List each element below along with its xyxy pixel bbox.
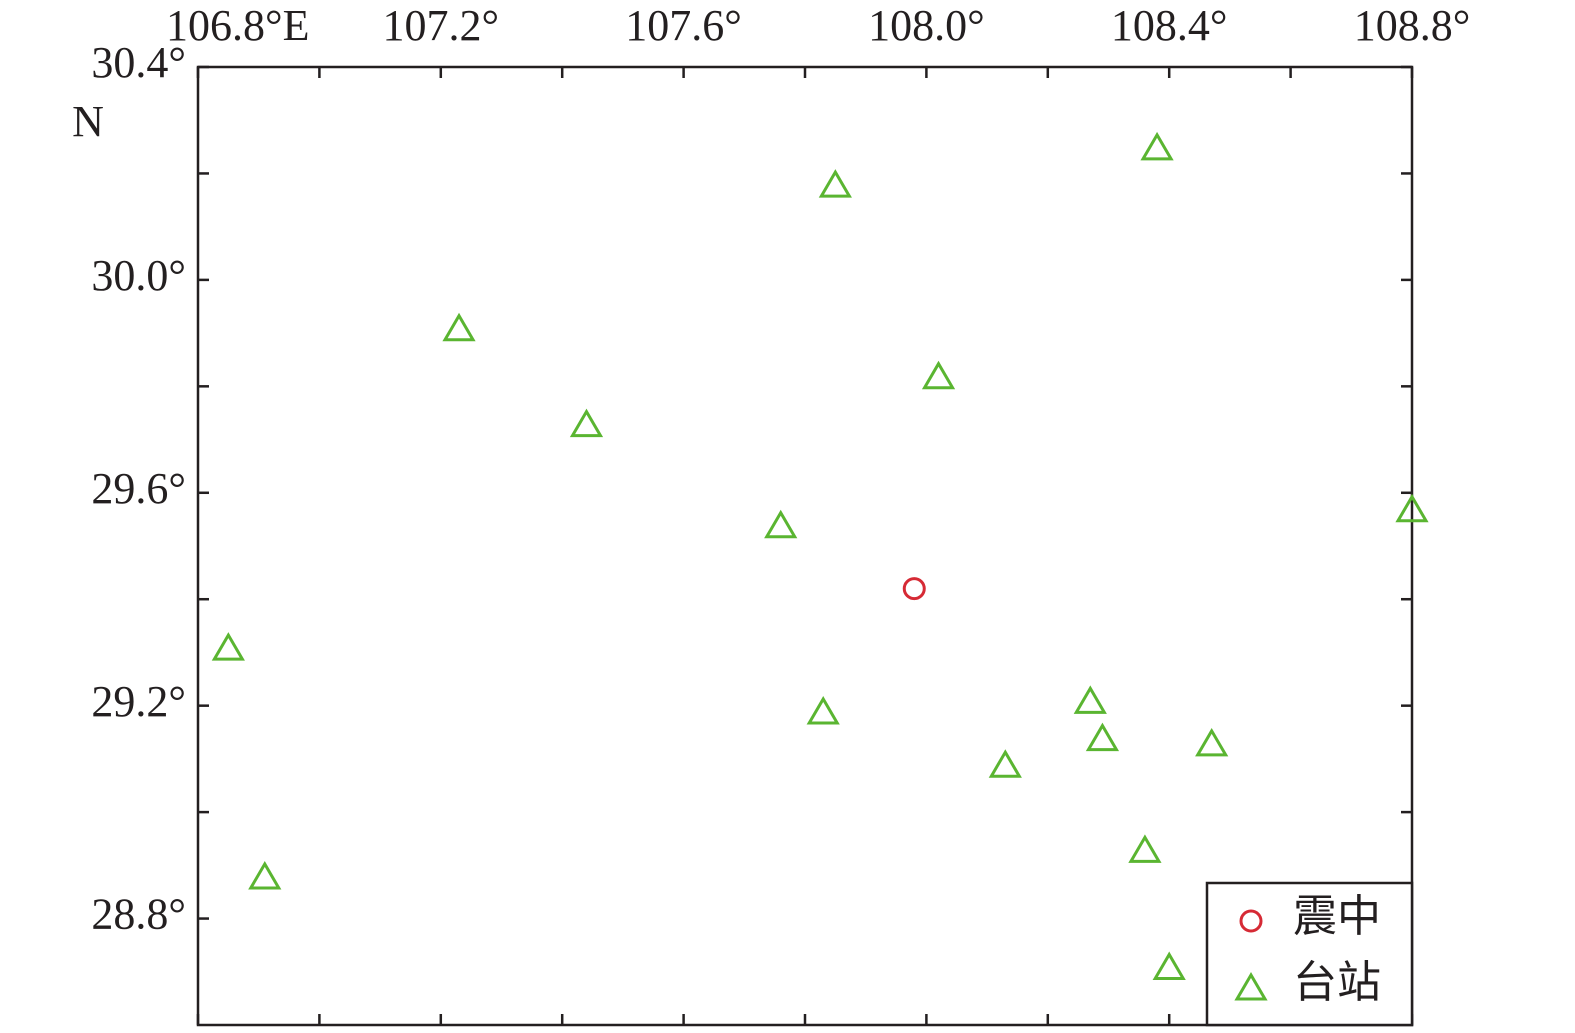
x-tick-label: 108.8° (1354, 1, 1471, 50)
station-marker (1073, 685, 1107, 714)
plot-frame (196, 65, 1414, 1027)
x-tick-label: 106.8°E (166, 1, 309, 50)
station-marker (1140, 131, 1174, 161)
station-marker (248, 861, 282, 890)
x-tick-label: 108.4° (1111, 1, 1228, 50)
station-marker (806, 696, 840, 725)
y-tick-label: 28.8° (91, 890, 186, 939)
station-marker (1152, 951, 1186, 980)
y-tick-label: 30.0° (91, 251, 186, 300)
y-tick-label: 29.6° (91, 464, 186, 513)
epicenter-marker (902, 577, 926, 601)
station-marker (1395, 493, 1429, 523)
x-tick-label: 107.6° (625, 1, 742, 50)
station-marker (764, 509, 798, 539)
y-tick-label: 30.4° (91, 38, 186, 87)
station-marker (1128, 834, 1162, 863)
station-marker (211, 632, 245, 661)
station-marker (569, 408, 604, 438)
x-tick-label: 108.0° (868, 1, 985, 50)
legend-marker (1234, 972, 1268, 1001)
x-tick-label: 107.2° (382, 1, 499, 50)
y-tick-label: 29.2° (91, 677, 186, 726)
station-marker (988, 749, 1022, 778)
y-axis-label: N (72, 97, 104, 146)
station-marker (1085, 722, 1120, 752)
station-marker (921, 360, 956, 390)
legend-frame (1205, 881, 1414, 1027)
legend-marker (1239, 909, 1263, 933)
legend-label: 台站 (1293, 958, 1381, 1007)
station-marker (818, 169, 852, 198)
station-marker (1195, 727, 1229, 757)
legend-label: 震中 (1293, 892, 1381, 941)
station-marker (442, 312, 476, 342)
